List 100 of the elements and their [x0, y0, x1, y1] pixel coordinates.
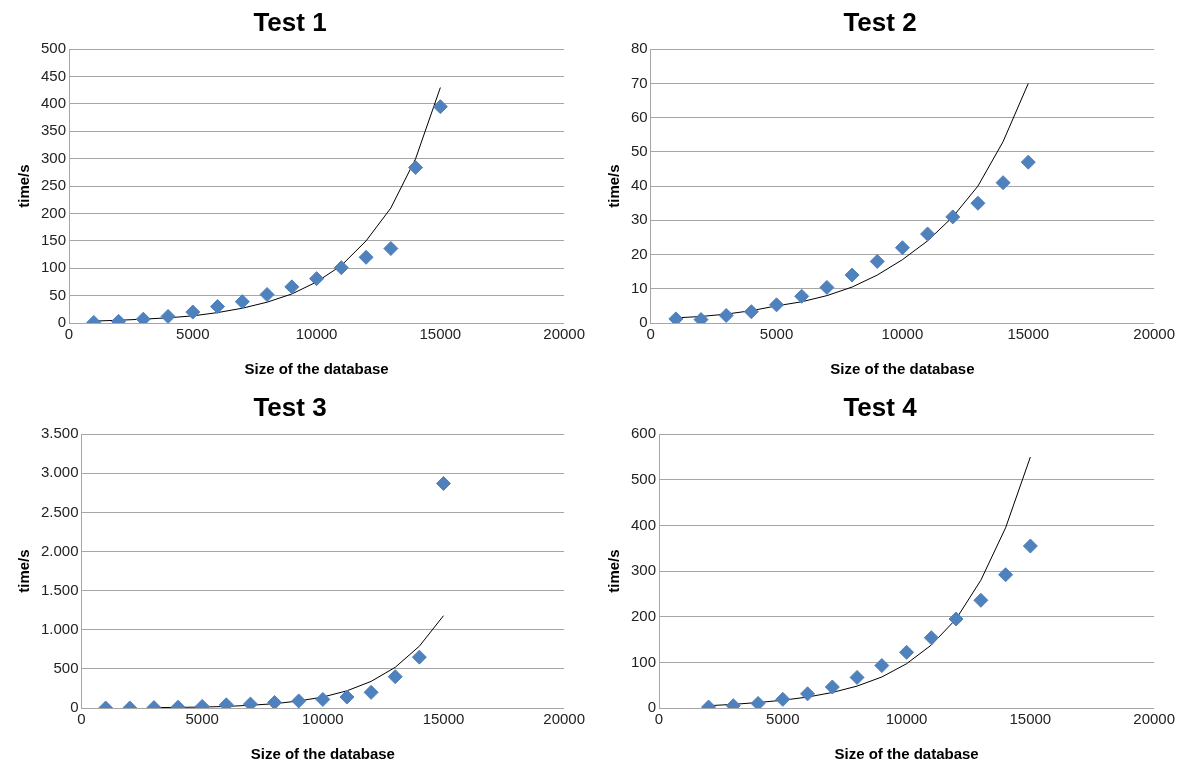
x-tick-label: 15000 — [422, 710, 465, 728]
y-tick-label: 80 — [631, 39, 648, 57]
point — [1020, 154, 1036, 170]
y-axis-title: time/s — [15, 164, 33, 208]
y-tick-label: 400 — [41, 94, 67, 112]
y-tick-label: 100 — [41, 258, 67, 276]
point — [948, 611, 964, 627]
point — [668, 311, 684, 323]
point — [234, 294, 250, 310]
x-tick-label: 5000 — [185, 710, 219, 728]
x-tick-label: 20000 — [1133, 710, 1175, 728]
y-tick-label: 400 — [631, 515, 657, 533]
point — [743, 304, 759, 320]
point — [998, 567, 1014, 583]
chart-title: Test 1 — [253, 6, 327, 37]
point — [259, 287, 275, 303]
point — [995, 175, 1011, 191]
x-axis-title: Size of the database — [834, 745, 979, 763]
point — [339, 689, 355, 705]
point — [383, 241, 399, 257]
y-tick-label: 500 — [631, 469, 657, 487]
y-tick-label: 2.500 — [40, 502, 79, 520]
point — [267, 695, 283, 708]
y-tick-label: 1.500 — [40, 580, 79, 598]
point — [920, 226, 936, 242]
x-tick-label: 10000 — [881, 325, 924, 343]
point — [408, 159, 424, 175]
x-tick-label: 20000 — [543, 325, 585, 343]
y-tick-label: 100 — [631, 652, 657, 670]
y-tick-label: 250 — [41, 176, 67, 194]
y-tick-label: 300 — [41, 148, 67, 166]
point — [210, 299, 226, 315]
y-tick-label: 60 — [631, 107, 648, 125]
x-tick-label: 5000 — [759, 325, 794, 343]
chart-title: Test 3 — [253, 391, 327, 422]
y-tick-label: 500 — [53, 659, 79, 677]
point — [794, 288, 810, 304]
x-tick-label: 10000 — [295, 325, 338, 343]
x-tick-label: 10000 — [885, 710, 928, 728]
point — [973, 592, 989, 608]
point — [435, 475, 451, 491]
point — [945, 209, 961, 225]
y-tick-label: 150 — [41, 231, 67, 248]
point — [284, 279, 300, 295]
y-tick-label: 10 — [631, 278, 648, 296]
x-tick-label: 20000 — [1133, 325, 1175, 343]
x-axis-title: Size of the database — [244, 360, 389, 378]
point — [899, 644, 915, 660]
point — [411, 649, 427, 665]
y-tick-label: 2.000 — [40, 541, 79, 559]
y-axis-title: time/s — [605, 164, 623, 208]
y-tick-label: 20 — [631, 244, 648, 262]
chart-title: Test 4 — [843, 391, 918, 422]
x-tick-label: 15000 — [1007, 325, 1050, 343]
y-tick-label: 300 — [631, 561, 657, 579]
y-tick-label: 200 — [631, 606, 657, 624]
point — [970, 195, 986, 211]
y-tick-label: 1.000 — [40, 619, 79, 637]
y-tick-label: 3.500 — [40, 424, 79, 442]
x-axis-title: Size of the database — [250, 745, 395, 763]
point — [775, 691, 791, 707]
y-tick-label: 350 — [41, 121, 67, 139]
y-tick-label: 0 — [70, 698, 79, 716]
point — [432, 99, 448, 115]
point — [819, 279, 835, 295]
point — [291, 693, 307, 708]
point — [923, 630, 939, 646]
point — [1022, 538, 1038, 554]
y-tick-label: 50 — [631, 142, 648, 160]
point — [309, 271, 325, 287]
y-tick-label: 30 — [631, 210, 648, 228]
y-tick-label: 0 — [57, 313, 67, 331]
y-tick-label: 0 — [639, 313, 648, 331]
x-tick-label: 20000 — [543, 710, 585, 728]
x-tick-label: 15000 — [419, 325, 462, 343]
y-tick-label: 40 — [631, 176, 648, 194]
point — [363, 684, 379, 700]
x-tick-label: 5000 — [766, 710, 800, 728]
x-tick-label: 5000 — [176, 325, 210, 343]
point — [358, 249, 374, 265]
y-tick-label: 0 — [647, 698, 657, 716]
y-tick-label: 70 — [631, 73, 648, 91]
y-tick-label: 600 — [631, 424, 657, 442]
x-tick-label: 10000 — [301, 710, 344, 728]
y-tick-label: 200 — [41, 203, 67, 221]
point — [333, 260, 349, 276]
x-axis-title: Size of the database — [830, 360, 975, 378]
y-axis-title: time/s — [15, 549, 33, 593]
point — [849, 669, 865, 685]
point — [185, 304, 201, 320]
x-tick-label: 15000 — [1009, 710, 1052, 728]
point — [844, 267, 860, 283]
y-tick-label: 3.000 — [40, 463, 79, 481]
point — [894, 240, 910, 256]
point — [160, 308, 176, 323]
point — [769, 297, 785, 313]
chart-title: Test 2 — [843, 6, 917, 37]
point — [718, 307, 734, 323]
y-tick-label: 500 — [41, 39, 67, 57]
point — [874, 658, 890, 674]
